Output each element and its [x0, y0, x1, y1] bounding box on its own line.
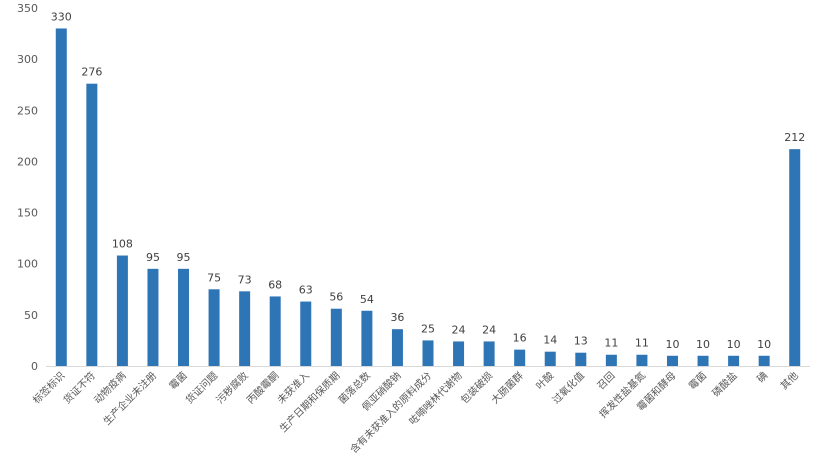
x-tick-label: 召回 [595, 370, 618, 393]
bar[interactable] [758, 355, 770, 366]
data-label: 13 [574, 335, 588, 348]
bar[interactable] [544, 351, 556, 366]
x-tick-label: 货证不符 [60, 369, 97, 406]
x-tick-label: 碘 [754, 369, 770, 385]
x-tick-label: 生产企业未注册 [100, 369, 159, 428]
bar[interactable] [575, 352, 587, 366]
x-tick-label: 咗喃唑林代谢物 [406, 369, 465, 428]
data-label: 24 [482, 323, 496, 336]
bar[interactable] [208, 289, 220, 366]
x-tick-label: 污秽腐败 [213, 369, 250, 406]
x-tick-label: 丙酸霉酮 [244, 369, 281, 406]
data-label: 11 [635, 337, 649, 350]
bar[interactable] [514, 349, 526, 366]
data-label: 276 [81, 66, 102, 79]
data-label: 14 [543, 334, 557, 347]
bar[interactable] [147, 268, 159, 366]
bar[interactable] [116, 255, 128, 366]
y-tick-label: 300 [17, 53, 38, 66]
y-tick-label: 150 [17, 207, 38, 220]
x-tick-label: 货证问题 [183, 369, 220, 406]
data-label: 330 [51, 10, 72, 23]
x-tick-label: 包装破损 [458, 369, 495, 406]
data-label: 11 [604, 337, 618, 350]
bar[interactable] [178, 268, 190, 366]
data-label: 36 [390, 311, 404, 324]
bar[interactable] [361, 310, 373, 366]
y-tick-label: 0 [31, 360, 38, 373]
bar[interactable] [636, 354, 648, 366]
x-tick-label: 霉菌 [167, 370, 190, 393]
x-tick-label: 叶酸 [533, 369, 556, 392]
bar[interactable] [391, 329, 403, 366]
bar[interactable] [666, 355, 678, 366]
x-tick-label: 霉菌 [687, 370, 710, 393]
x-tick-label: 大肠菌群 [488, 369, 525, 406]
bar[interactable] [239, 291, 251, 366]
data-label: 10 [727, 338, 741, 351]
data-label: 25 [421, 322, 435, 335]
data-label: 68 [268, 278, 282, 291]
y-tick-label: 250 [17, 104, 38, 117]
x-tick-label: 其他 [778, 369, 801, 392]
data-label: 73 [238, 273, 252, 286]
x-tick-label: 标签标识 [30, 369, 67, 406]
x-tick-label: 过氧化值 [549, 369, 586, 406]
bar[interactable] [330, 308, 342, 366]
data-label: 54 [360, 293, 374, 306]
data-label: 56 [329, 291, 343, 304]
bar[interactable] [55, 28, 67, 366]
data-label: 212 [784, 131, 805, 144]
data-label: 108 [112, 238, 133, 251]
data-label: 10 [757, 338, 771, 351]
bar[interactable] [269, 296, 281, 366]
data-label: 10 [696, 338, 710, 351]
bar[interactable] [86, 83, 98, 366]
data-label: 75 [207, 271, 221, 284]
bar[interactable] [453, 341, 465, 366]
x-tick-label: 磷酸盐 [709, 369, 739, 399]
data-label: 16 [513, 332, 527, 345]
y-tick-label: 200 [17, 155, 38, 168]
bar[interactable] [697, 355, 709, 366]
data-label: 63 [299, 284, 313, 297]
data-label: 95 [177, 251, 191, 264]
y-tick-label: 50 [24, 309, 38, 322]
bar[interactable] [605, 354, 617, 366]
y-tick-label: 350 [17, 2, 38, 15]
data-label: 24 [452, 323, 466, 336]
bar[interactable] [422, 340, 434, 366]
y-tick-label: 100 [17, 258, 38, 271]
bar[interactable] [789, 149, 801, 366]
bar[interactable] [300, 301, 312, 366]
data-label: 10 [665, 338, 679, 351]
bar[interactable] [728, 355, 740, 366]
bar[interactable] [483, 341, 495, 366]
data-label: 95 [146, 251, 160, 264]
